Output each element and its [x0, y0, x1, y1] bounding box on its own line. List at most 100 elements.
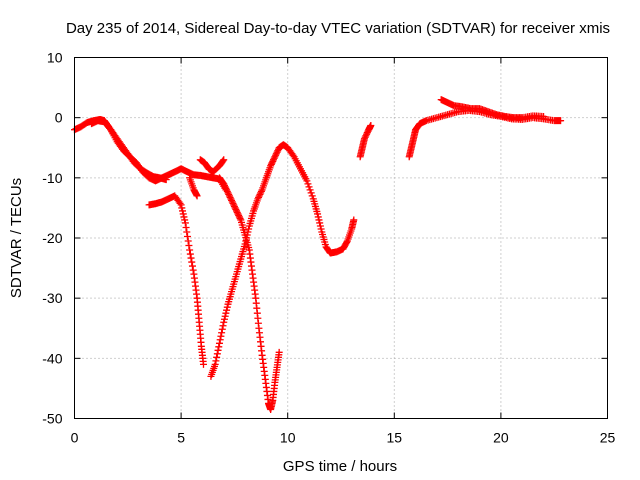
data-point — [231, 204, 239, 212]
data-point — [257, 189, 265, 197]
data-point — [181, 219, 189, 227]
data-point — [183, 228, 191, 236]
chart-title: Day 235 of 2014, Sidereal Day-to-day VTE… — [66, 20, 610, 37]
plot-frame — [74, 57, 608, 419]
data-point — [267, 160, 275, 168]
data-point — [230, 202, 238, 210]
data-point — [215, 343, 223, 351]
data-point — [181, 216, 189, 224]
data-point — [223, 303, 231, 311]
y-tick-label: 10 — [47, 50, 63, 66]
data-point — [363, 130, 371, 138]
data-point — [271, 153, 279, 161]
data-point — [188, 258, 196, 266]
data-point — [304, 180, 312, 188]
data-point — [540, 112, 548, 120]
data-point — [187, 254, 195, 262]
data-point — [176, 199, 184, 207]
data-point — [219, 322, 227, 330]
x-tick-label: 25 — [600, 430, 616, 446]
data-point — [216, 336, 224, 344]
data-point — [257, 187, 265, 195]
data-point — [218, 329, 226, 337]
series-arc-8 — [356, 121, 375, 161]
data-point — [211, 360, 219, 368]
data-point — [227, 195, 235, 203]
data-point — [363, 129, 371, 137]
data-point — [269, 156, 277, 164]
data-point — [255, 192, 263, 200]
data-point — [306, 186, 314, 194]
data-point — [233, 207, 241, 215]
data-point — [228, 198, 236, 206]
data-point — [273, 148, 281, 156]
data-point — [316, 222, 324, 230]
series-arc-6 — [207, 141, 358, 380]
x-tick-label: 0 — [71, 430, 79, 446]
data-point — [220, 318, 228, 326]
series-arc-7 — [215, 174, 283, 413]
y-tick-label: -30 — [42, 290, 62, 306]
data-point — [184, 237, 192, 245]
x-axis-title: GPS time / hours — [283, 458, 397, 475]
data-point — [226, 193, 234, 201]
data-point — [235, 211, 243, 219]
data-point — [218, 325, 226, 333]
data-point — [222, 184, 230, 192]
data-point — [233, 208, 241, 216]
data-point — [289, 151, 297, 159]
data-point — [186, 250, 194, 258]
data-point — [225, 192, 233, 200]
data-point — [274, 147, 282, 155]
data-point — [303, 177, 311, 185]
data-point — [245, 225, 253, 233]
data-point — [217, 332, 225, 340]
data-point — [229, 199, 237, 207]
data-point — [228, 196, 236, 204]
data-point — [220, 315, 228, 323]
data-point — [254, 195, 262, 203]
data-point — [317, 225, 325, 233]
data-point — [272, 151, 280, 159]
data-point — [234, 210, 242, 218]
data-point — [199, 360, 207, 368]
x-tick-label: 5 — [177, 430, 185, 446]
data-point — [267, 162, 275, 170]
data-point — [213, 350, 221, 358]
data-point — [236, 214, 244, 222]
data-point — [223, 186, 231, 194]
data-point — [215, 339, 223, 347]
data-point — [189, 266, 197, 274]
data-point — [220, 181, 228, 189]
data-point — [350, 216, 358, 224]
tick-labels: 0 5 10 15 20 25 10 0 -10 -20 -30 -40 -50 — [42, 50, 615, 446]
data-point — [270, 154, 278, 162]
data-point — [225, 190, 233, 198]
data-point — [220, 180, 228, 188]
data-point — [362, 132, 370, 140]
data-point — [185, 242, 193, 250]
x-tick-label: 10 — [280, 430, 296, 446]
data-point — [186, 246, 194, 254]
y-axis-title: SDTVAR / TECUs — [8, 178, 25, 298]
series-arc-5 — [196, 156, 228, 176]
series-arc-3 — [145, 192, 207, 368]
data-point — [179, 207, 187, 215]
data-point — [223, 187, 231, 195]
y-tick-label: -40 — [42, 350, 62, 366]
data-point — [269, 157, 277, 165]
data-point — [193, 192, 201, 200]
data-point — [221, 183, 229, 191]
data-point — [232, 205, 240, 213]
data-point — [255, 193, 263, 201]
data-point — [315, 216, 323, 224]
data-point — [212, 357, 220, 365]
data-point — [178, 204, 186, 212]
data-point — [223, 306, 231, 314]
data-point — [213, 353, 221, 361]
data-point — [367, 121, 375, 129]
data-point — [222, 309, 230, 317]
data-point — [188, 262, 196, 270]
